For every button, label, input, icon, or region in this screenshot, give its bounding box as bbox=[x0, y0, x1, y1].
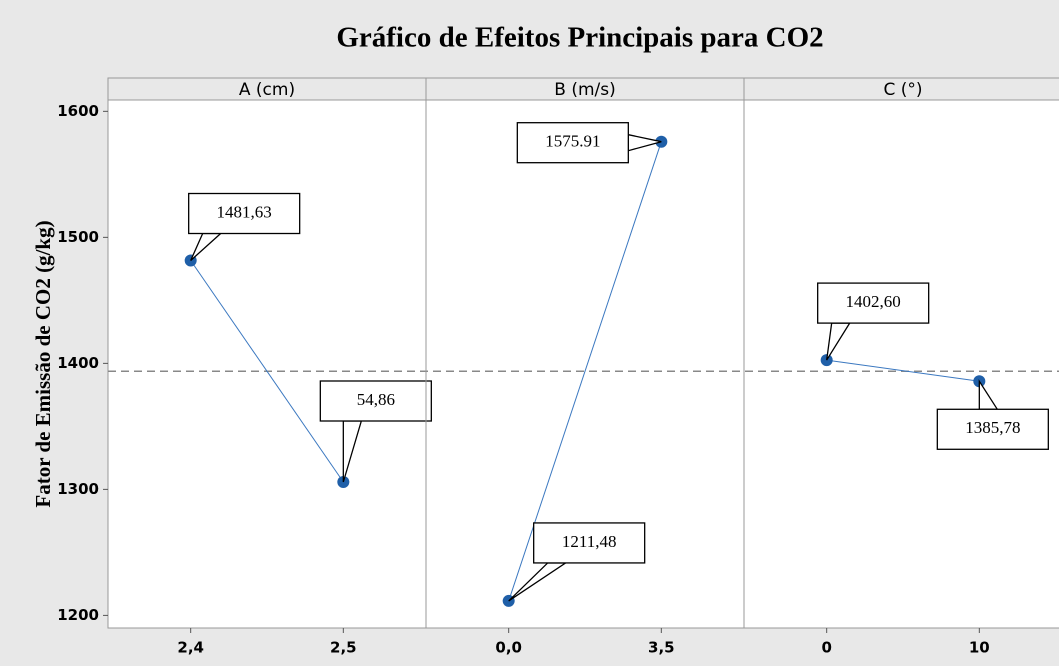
callout-box bbox=[817, 282, 930, 324]
x-tick-label: 10 bbox=[969, 639, 990, 657]
callout-box bbox=[936, 408, 1049, 450]
effect-line bbox=[826, 359, 980, 382]
effect-line bbox=[190, 260, 344, 483]
x-tick-label: 0,0 bbox=[495, 639, 522, 657]
callout-box bbox=[516, 122, 629, 164]
data-label: 54,86 bbox=[357, 390, 395, 409]
y-tick-label: 1400 bbox=[57, 354, 99, 372]
callout-box bbox=[319, 380, 432, 422]
panel-title: C (°) bbox=[883, 80, 922, 100]
panel-title: A (cm) bbox=[239, 80, 295, 100]
callout-box bbox=[188, 192, 301, 235]
y-tick-label: 1600 bbox=[57, 102, 99, 120]
x-tick-label: 0 bbox=[821, 639, 831, 657]
x-tick-label: 2,5 bbox=[330, 639, 357, 657]
y-tick-label: 1200 bbox=[57, 606, 99, 624]
chart-title: Gráfico de Efeitos Principais para CO2 bbox=[336, 22, 823, 54]
x-tick-label: 3,5 bbox=[648, 639, 675, 657]
x-tick-label: 2,4 bbox=[177, 639, 204, 657]
y-axis-label: Fator de Emissão de CO2 (g/kg) bbox=[31, 220, 55, 507]
panel-title: B (m/s) bbox=[554, 80, 615, 100]
y-tick-label: 1500 bbox=[57, 228, 99, 246]
data-label: 1481,63 bbox=[217, 202, 272, 221]
data-label: 1211,48 bbox=[562, 532, 617, 551]
data-label: 1575.91 bbox=[545, 132, 600, 151]
panel-header-area bbox=[107, 77, 1059, 101]
data-label: 1402,60 bbox=[846, 292, 901, 311]
data-label: 1385,78 bbox=[965, 418, 1020, 437]
callout-box bbox=[533, 522, 646, 564]
y-tick-label: 1300 bbox=[57, 480, 99, 498]
